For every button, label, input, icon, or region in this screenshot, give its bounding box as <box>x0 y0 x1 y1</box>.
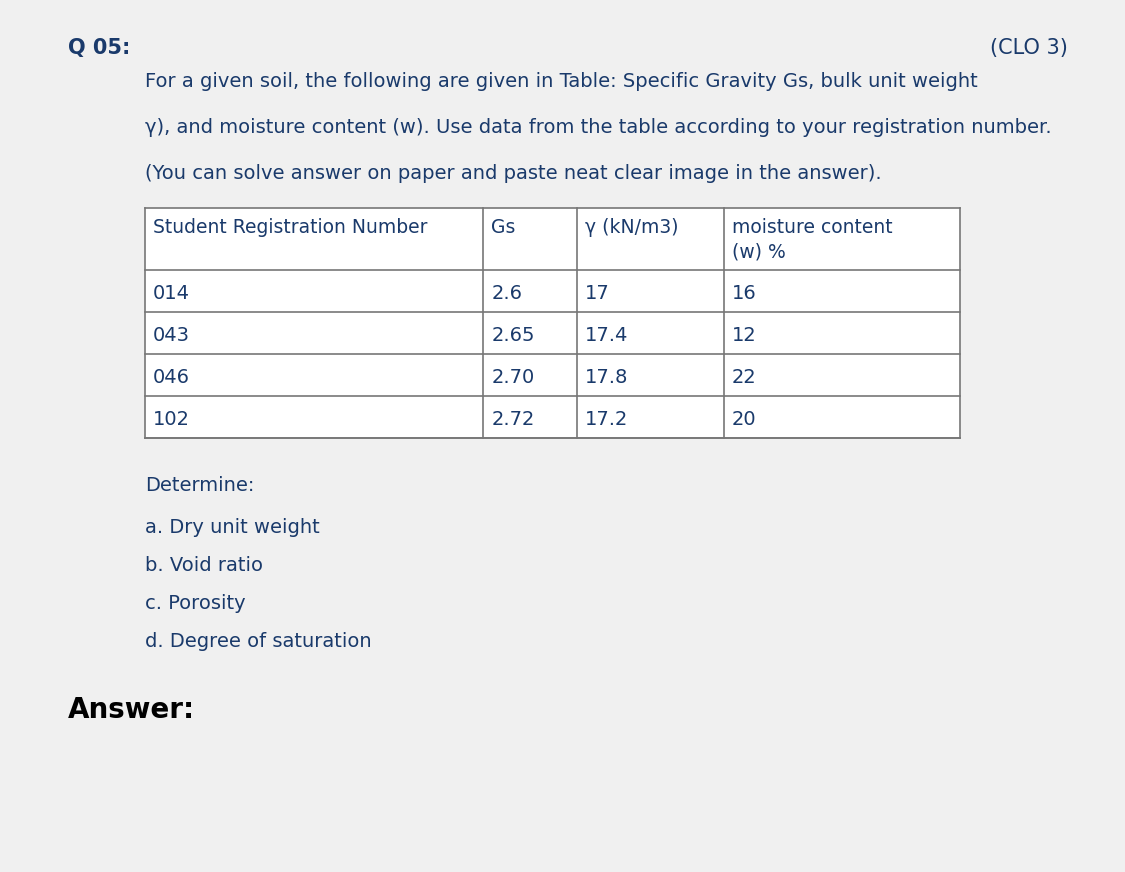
Text: 12: 12 <box>731 325 756 344</box>
Text: 046: 046 <box>153 367 190 386</box>
Text: 22: 22 <box>731 367 756 386</box>
Text: b. Void ratio: b. Void ratio <box>145 556 263 575</box>
Text: γ (kN/m3): γ (kN/m3) <box>585 218 678 237</box>
Text: 102: 102 <box>153 410 190 428</box>
Text: 17: 17 <box>585 283 610 303</box>
Text: 17.8: 17.8 <box>585 367 629 386</box>
Text: γ), and moisture content (w). Use data from the table according to your registra: γ), and moisture content (w). Use data f… <box>145 118 1052 137</box>
Text: 043: 043 <box>153 325 190 344</box>
Text: 2.6: 2.6 <box>492 283 522 303</box>
Text: (CLO 3): (CLO 3) <box>990 38 1068 58</box>
Text: 2.70: 2.70 <box>492 367 534 386</box>
Text: 17.2: 17.2 <box>585 410 629 428</box>
Text: a. Dry unit weight: a. Dry unit weight <box>145 518 320 537</box>
Text: (You can solve answer on paper and paste neat clear image in the answer).: (You can solve answer on paper and paste… <box>145 164 882 183</box>
Text: (w) %: (w) % <box>731 242 785 261</box>
Text: moisture content: moisture content <box>731 218 892 237</box>
Text: 20: 20 <box>731 410 756 428</box>
Bar <box>145 208 960 438</box>
Text: Student Registration Number: Student Registration Number <box>153 218 428 237</box>
Text: 17.4: 17.4 <box>585 325 629 344</box>
Text: d. Degree of saturation: d. Degree of saturation <box>145 632 371 651</box>
Text: Determine:: Determine: <box>145 476 254 495</box>
Text: 2.65: 2.65 <box>492 325 534 344</box>
Text: Gs: Gs <box>492 218 515 237</box>
Text: Q 05:: Q 05: <box>68 38 130 58</box>
Text: 2.72: 2.72 <box>492 410 534 428</box>
Text: For a given soil, the following are given in Table: Specific Gravity Gs, bulk un: For a given soil, the following are give… <box>145 72 978 91</box>
Text: 014: 014 <box>153 283 190 303</box>
Text: 16: 16 <box>731 283 756 303</box>
Text: c. Porosity: c. Porosity <box>145 594 245 613</box>
Text: Answer:: Answer: <box>68 696 195 724</box>
